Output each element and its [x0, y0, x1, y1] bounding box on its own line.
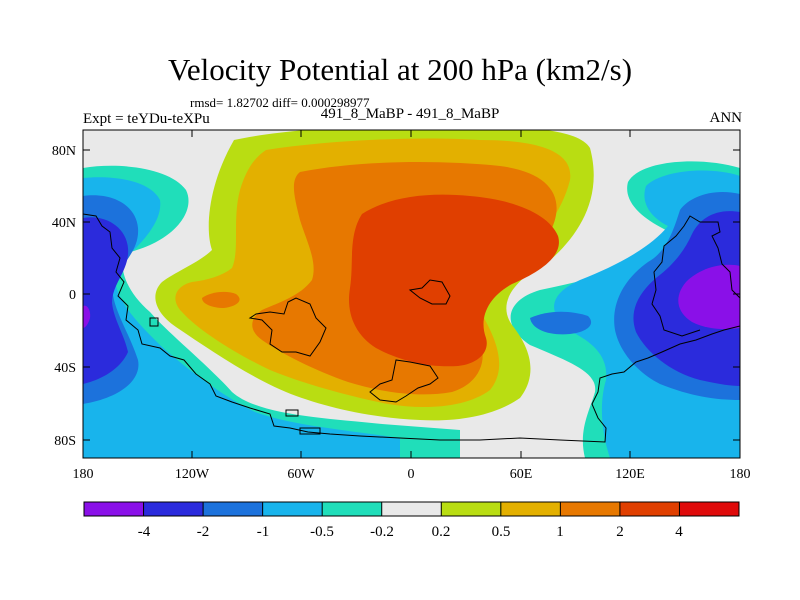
- experiment-label: Expt = teYDu-teXPu: [83, 111, 210, 127]
- y-tick-label: 80N: [52, 144, 76, 159]
- colorbar-swatch: [441, 502, 502, 516]
- x-tick-label: 180: [73, 467, 94, 482]
- colorbar-swatch: [203, 502, 263, 516]
- colorbar-swatch: [143, 502, 204, 516]
- chart-title: Velocity Potential at 200 hPa (km2/s): [167, 52, 633, 87]
- colorbar-label: -0.2: [370, 524, 394, 540]
- stats-label: rmsd= 1.82702 diff= 0.000298977: [190, 95, 370, 110]
- x-tick-label: 60E: [510, 467, 533, 482]
- x-tick-label: 120E: [615, 467, 645, 482]
- colorbar-labels: -4 -2 -1 -0.5 -0.2 0.2 0.5 1 2 4: [138, 524, 684, 540]
- x-tick-label: 120W: [175, 467, 210, 482]
- case-label: 491_8_MaBP - 491_8_MaBP: [320, 106, 500, 122]
- y-tick-label: 40N: [52, 216, 76, 231]
- x-tick-label: 180: [730, 467, 751, 482]
- colorbar-swatch: [619, 502, 680, 516]
- y-tick-label: 80S: [54, 434, 76, 449]
- colorbar-label: -0.5: [310, 524, 334, 540]
- colorbar-swatch: [381, 502, 442, 516]
- tick-marks: [83, 130, 740, 458]
- y-tick-label: 40S: [54, 361, 76, 376]
- x-tick-labels: 180 120W 60W 0 60E 120E 180: [73, 467, 751, 482]
- colorbar-swatch: [262, 502, 323, 516]
- colorbar-swatch: [500, 502, 561, 516]
- coastlines: [83, 213, 740, 443]
- x-tick-label: 0: [408, 467, 415, 482]
- colorbar-swatch: [560, 502, 621, 516]
- colorbar-box: [83, 501, 740, 517]
- colorbar-label: 4: [675, 524, 683, 540]
- y-tick-labels: 80N 40N 0 40S 80S: [52, 144, 76, 449]
- colorbar-label: 1: [556, 524, 564, 540]
- colorbar-swatch: [84, 502, 144, 516]
- colorbar-label: -2: [197, 524, 210, 540]
- colorbar-label: 2: [616, 524, 624, 540]
- colorbar: [83, 501, 740, 517]
- colorbar-label: 0.2: [432, 524, 451, 540]
- colorbar-label: -1: [257, 524, 270, 540]
- colorbar-swatch: [322, 502, 383, 516]
- y-tick-label: 0: [69, 288, 76, 303]
- colorbar-label: 0.5: [492, 524, 511, 540]
- season-label: ANN: [709, 110, 743, 126]
- colorbar-swatch: [679, 502, 740, 516]
- x-tick-label: 60W: [287, 467, 315, 482]
- contour-field: [83, 130, 740, 458]
- colorbar-label: -4: [138, 524, 151, 540]
